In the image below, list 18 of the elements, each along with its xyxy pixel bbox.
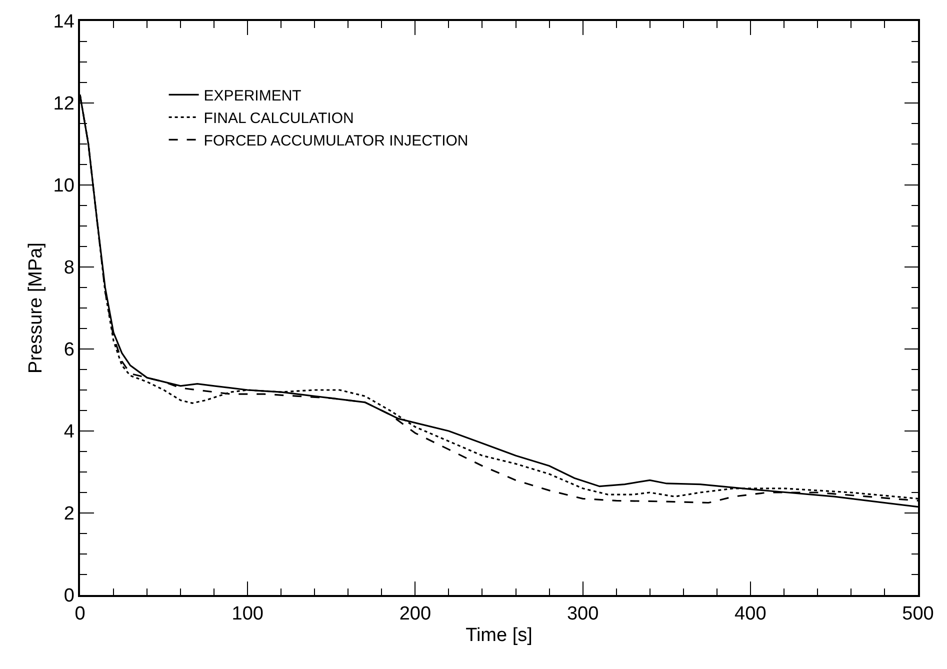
x-tick-label: 400	[734, 604, 766, 625]
y-tick-label: 8	[64, 258, 74, 279]
x-tick-label: 500	[902, 604, 934, 625]
y-tick-label: 4	[64, 422, 75, 443]
legend-label: EXPERIMENT	[204, 88, 302, 104]
y-tick-label: 6	[64, 340, 74, 361]
legend-label: FINAL CALCULATION	[204, 110, 354, 127]
y-tick-label: 10	[53, 176, 74, 197]
x-tick-label: 200	[399, 604, 432, 625]
x-axis-title: Time [s]	[466, 624, 532, 646]
y-tick-label: 12	[53, 94, 74, 115]
x-tick-label: 100	[232, 604, 264, 625]
y-tick-label: 14	[53, 12, 75, 33]
y-tick-label: 0	[64, 586, 74, 607]
legend-label: FORCED ACCUMULATOR INJECTION	[204, 132, 468, 150]
x-tick-label: 300	[566, 604, 599, 625]
y-tick-label: 2	[64, 504, 74, 525]
y-axis-title: Pressure [MPa]	[26, 242, 47, 374]
